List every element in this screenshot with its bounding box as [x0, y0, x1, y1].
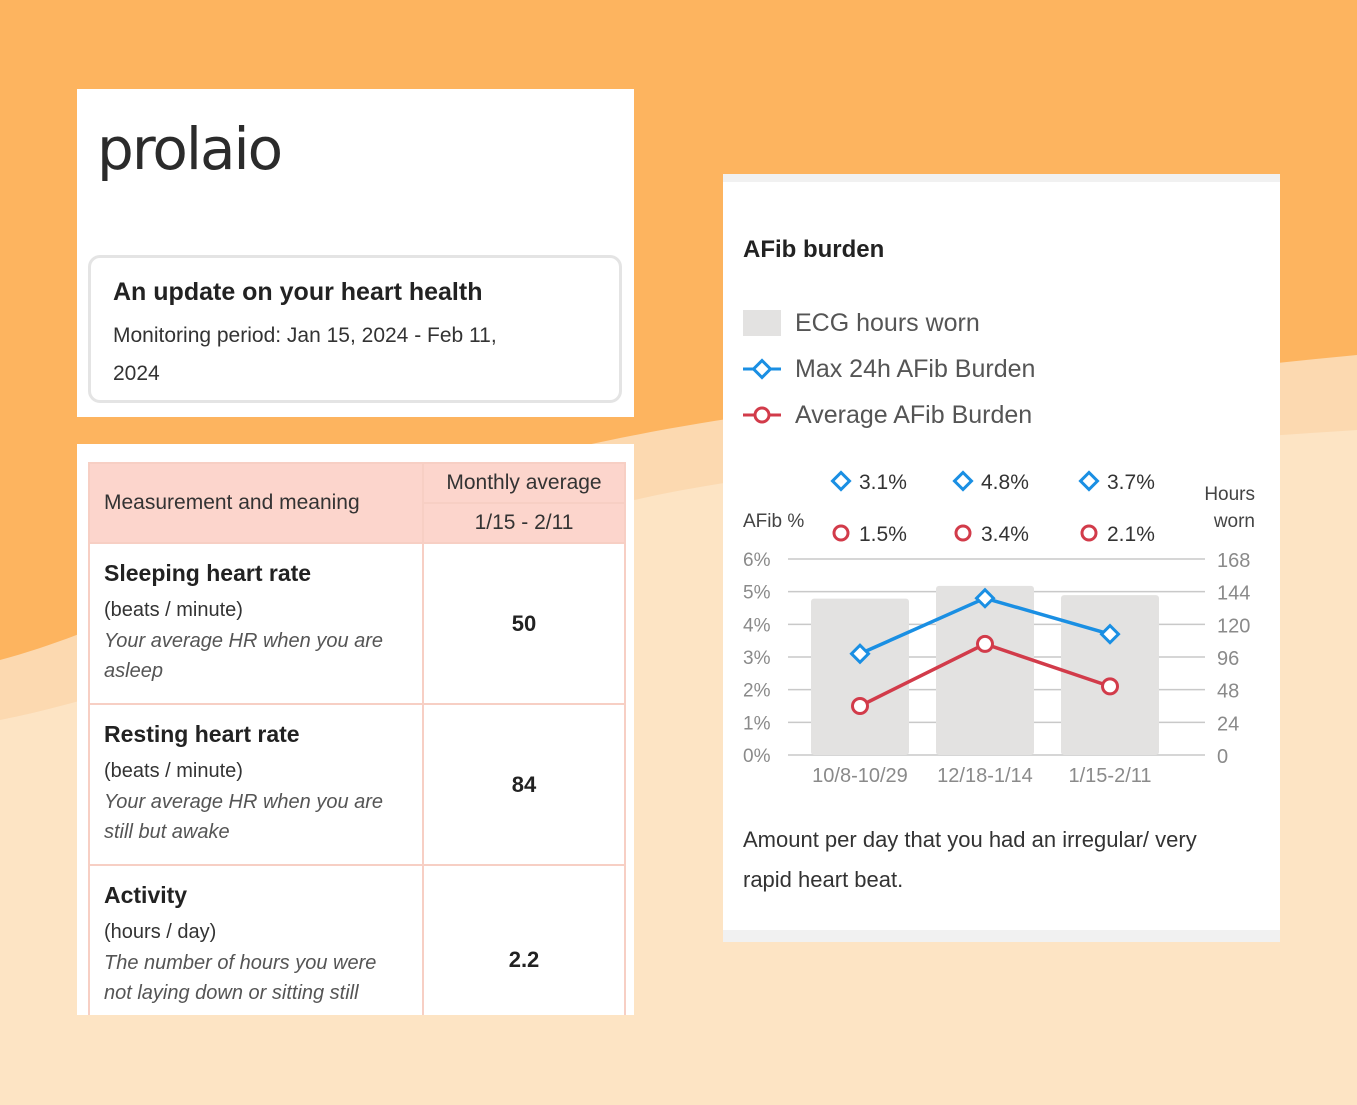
measurement-description: Your average HR when you are asleep: [104, 630, 384, 682]
monitoring-period-line1: Monitoring period: Jan 15, 2024 - Feb 11…: [113, 324, 497, 347]
table-row: Sleeping heart rate (beats / minute) You…: [88, 542, 626, 705]
header-date-range: 1/15 - 2/11: [422, 502, 626, 544]
data-label-max-marker: [952, 470, 974, 492]
update-box: An update on your heart health Monitorin…: [88, 255, 622, 403]
afib-chart: 6% 168 5% 144 4% 120 3% 96 2% 48 1% 24 0% 0 AFib % Hour…: [743, 470, 1255, 787]
right-tick-label: 168: [1217, 550, 1250, 572]
legend-label: Average AFib Burden: [795, 400, 1033, 429]
legend-swatch-max-icon: [743, 358, 781, 380]
bar-hours-worn: [811, 598, 909, 755]
left-tick-label: 4%: [743, 615, 771, 636]
afib-chart-card: AFib burden ECG hours worn Max 24h AFib …: [723, 174, 1280, 942]
point-max: [849, 643, 871, 665]
left-tick-label: 6%: [743, 550, 771, 571]
measurement-name: Activity: [104, 882, 188, 908]
point-max: [974, 587, 996, 609]
data-label-max-marker: [1078, 470, 1100, 492]
legend-item-avg: Average AFib Burden: [743, 400, 1032, 430]
header-card: prolaio An update on your heart health M…: [77, 89, 634, 417]
data-label-avg-marker: [954, 524, 972, 542]
data-label-avg: 1.5%: [859, 523, 907, 546]
measurements-table: Measurement and meaning Monthly average …: [88, 462, 626, 1015]
right-tick-label: 96: [1217, 648, 1239, 670]
measurement-value: 50: [422, 542, 626, 705]
point-avg: [851, 697, 869, 715]
right-tick-label: 48: [1217, 681, 1239, 703]
legend-item-max: Max 24h AFib Burden: [743, 354, 1035, 384]
measurement-name: Resting heart rate: [104, 721, 300, 747]
y-axis-left-title: AFib %: [743, 511, 804, 532]
measurement-unit: (hours / day): [104, 921, 217, 943]
bar-hours-worn: [936, 585, 1034, 755]
monitoring-period-line2: 2024: [113, 362, 160, 385]
measurement-unit: (beats / minute): [104, 760, 243, 782]
left-tick-label: 5%: [743, 583, 771, 604]
measurements-card: Measurement and meaning Monthly average …: [77, 444, 634, 1015]
left-tick-label: 0%: [743, 746, 771, 767]
left-tick-label: 2%: [743, 681, 771, 702]
right-tick-label: 24: [1217, 713, 1239, 735]
measurement-unit: (beats / minute): [104, 599, 243, 621]
header-measurement: Measurement and meaning: [88, 462, 424, 544]
point-max: [1099, 623, 1121, 645]
measurement-description: The number of hours you were not laying …: [104, 952, 377, 1004]
y-axis-right-title: Hours: [1204, 484, 1255, 505]
bar-hours-worn: [1061, 595, 1159, 755]
right-tick-label: 144: [1217, 583, 1250, 605]
y-axis-right-title: worn: [1213, 511, 1255, 532]
data-label-max: 3.1%: [859, 471, 907, 494]
measurement-name: Sleeping heart rate: [104, 560, 312, 586]
data-label-avg-marker: [1080, 524, 1098, 542]
data-label-max: 4.8%: [981, 471, 1029, 494]
chart-title: AFib burden: [743, 236, 885, 263]
x-tick-label: 1/15-2/11: [1068, 765, 1151, 787]
data-label-max-marker: [830, 470, 852, 492]
data-label-avg: 3.4%: [981, 523, 1029, 546]
prolaio-logo: prolaio: [97, 115, 283, 183]
left-tick-label: 3%: [743, 648, 771, 669]
right-tick-label: 120: [1217, 615, 1250, 637]
legend-swatch-bar: [743, 310, 781, 336]
chart-footnote: Amount per day that you had an irregular…: [743, 827, 1197, 892]
update-title: An update on your heart health: [113, 278, 483, 306]
data-label-max: 3.7%: [1107, 471, 1155, 494]
left-tick-label: 1%: [743, 713, 771, 734]
monitoring-period: Monitoring period: Jan 15, 2024 - Feb 11…: [113, 317, 597, 393]
measurement-value: 84: [422, 703, 626, 866]
legend-swatch-avg-icon: [743, 406, 781, 424]
x-tick-label: 12/18-1/14: [937, 765, 1033, 787]
right-tick-label: 0: [1217, 746, 1228, 768]
data-label-avg-marker: [832, 524, 850, 542]
data-label-avg: 2.1%: [1107, 523, 1155, 546]
header-monthly-average: Monthly average: [422, 462, 626, 504]
legend-label: ECG hours worn: [795, 308, 980, 337]
measurement-value: 2.2: [422, 864, 626, 1015]
table-row: Resting heart rate (beats / minute) Your…: [88, 703, 626, 866]
legend-label: Max 24h AFib Burden: [795, 354, 1036, 383]
table-row: Activity (hours / day) The number of hou…: [88, 864, 626, 1015]
point-avg: [1101, 677, 1119, 696]
measurement-description: Your average HR when you are still but a…: [104, 791, 384, 843]
legend-item-hours: ECG hours worn: [743, 308, 980, 338]
x-tick-label: 10/8-10/29: [812, 765, 908, 787]
point-avg: [976, 634, 994, 653]
